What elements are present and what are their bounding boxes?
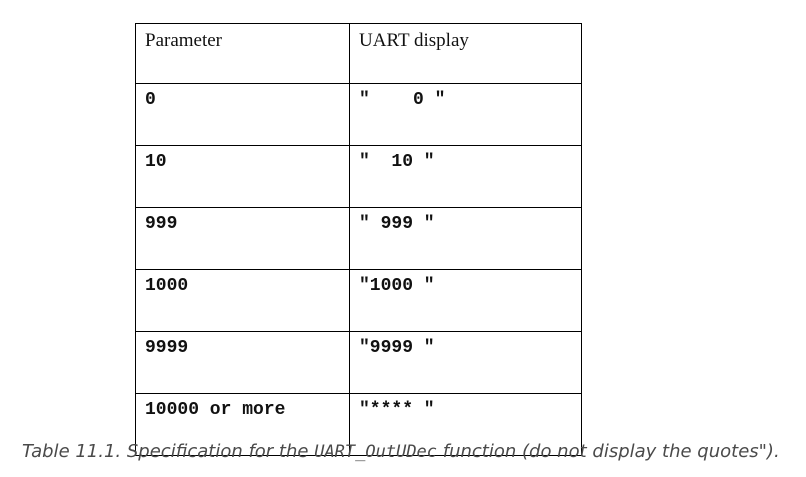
specification-table: Parameter UART display 0 " 0 " 10 " 10 "…: [135, 23, 582, 456]
header-uart-display: UART display: [349, 23, 582, 84]
table-row: 999 " 999 ": [135, 207, 582, 270]
table-row: 10 " 10 ": [135, 145, 582, 208]
uart-display-cell: "**** ": [349, 393, 582, 456]
table-caption: Table 11.1. Specification for the UART_O…: [22, 441, 802, 462]
uart-display-cell: "9999 ": [349, 331, 582, 394]
table-row: 9999 "9999 ": [135, 331, 582, 394]
parameter-cell: 9999: [135, 331, 350, 394]
table-row: 1000 "1000 ": [135, 269, 582, 332]
uart-display-cell: "1000 ": [349, 269, 582, 332]
uart-display-cell: " 999 ": [349, 207, 582, 270]
table-row: 10000 or more "**** ": [135, 393, 582, 456]
table-header-row: Parameter UART display: [135, 23, 582, 84]
parameter-cell: 10000 or more: [135, 393, 350, 456]
parameter-cell: 1000: [135, 269, 350, 332]
caption-function-name: UART_OutUDec: [314, 442, 438, 462]
uart-display-cell: " 0 ": [349, 83, 582, 146]
header-parameter: Parameter: [135, 23, 350, 84]
parameter-cell: 999: [135, 207, 350, 270]
parameter-cell: 0: [135, 83, 350, 146]
parameter-cell: 10: [135, 145, 350, 208]
uart-display-cell: " 10 ": [349, 145, 582, 208]
caption-suffix: function (do not display the quotes").: [437, 441, 780, 462]
caption-prefix: Table 11.1. Specification for the: [22, 441, 315, 462]
table-row: 0 " 0 ": [135, 83, 582, 146]
